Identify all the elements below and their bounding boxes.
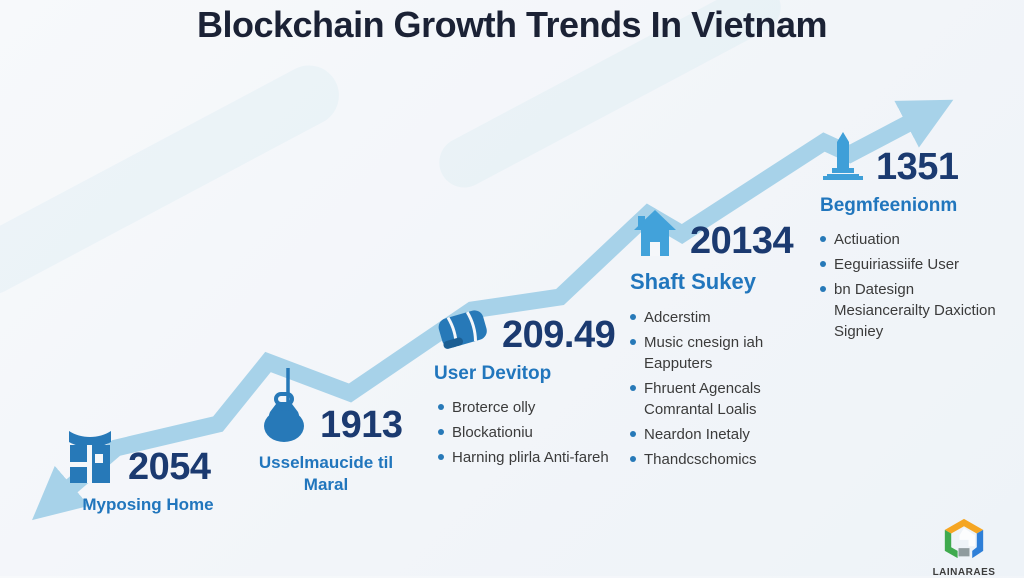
- bullet-item: Eeguiriassiife User: [820, 254, 1005, 275]
- logo-text: LAINARAES: [932, 567, 996, 578]
- building-icon: [62, 428, 118, 486]
- bullet-dot: [630, 455, 636, 462]
- milestone-label: Usselmaucide til Maral: [258, 453, 394, 495]
- hexagon-house-logo-icon: [941, 518, 987, 560]
- bullet-item: Broterce olly: [438, 397, 618, 418]
- bullet-dot: [630, 313, 636, 320]
- milestone-label: User Devitop: [434, 363, 552, 384]
- bullet-item: Blockationiu: [438, 422, 618, 443]
- bullet-dot: [630, 430, 636, 437]
- bullet-item: Fhruent Agencals Comrantal Loalis: [630, 378, 800, 420]
- milestone-label: Begmfeenionm: [820, 195, 958, 216]
- milestone-209-49: 209.49 User Devitop Broterce olly Blocka…: [434, 300, 618, 472]
- milestone-head: 1351: [820, 130, 1005, 186]
- milestone-value: 20134: [690, 220, 794, 262]
- milestone-label: Shaft Sukey: [630, 269, 756, 294]
- bullet-item: Adcerstim: [630, 307, 800, 328]
- milestone-head: 209.49: [434, 300, 618, 354]
- bullet-dot: [438, 428, 444, 435]
- bullet-item: bn Datesign Mesiancerailty Daxiction Sig…: [820, 279, 1005, 342]
- bullet-list: Adcerstim Music cnesign iah Eapputers Fh…: [630, 307, 800, 470]
- bullet-text: Harning plirla Anti-fareh: [452, 448, 609, 466]
- bullet-dot: [438, 453, 444, 460]
- bullet-list: Broterce olly Blockationiu Harning plirl…: [438, 397, 618, 468]
- milestone-2054: 2054 Myposing Home: [62, 428, 248, 516]
- milestone-value: 1351: [876, 146, 959, 188]
- bullet-dot: [630, 338, 636, 345]
- bullet-item: Harning plirla Anti-fareh: [438, 447, 618, 468]
- bullet-dot: [438, 403, 444, 410]
- bullet-text: Eeguiriassiife User: [834, 255, 960, 273]
- bullet-dot: [630, 384, 636, 391]
- bullet-text: Neardon Inetaly: [644, 425, 750, 443]
- bullet-text: Adcerstim: [644, 308, 711, 326]
- bullet-text: Music cnesign iah Eapputers: [644, 333, 764, 372]
- bullet-item: Actiuation: [820, 229, 1005, 250]
- bullet-text: Thandcschomics: [644, 450, 757, 468]
- milestone-head: 20134: [630, 208, 800, 260]
- milestone-value: 209.49: [502, 314, 616, 356]
- bullet-item: Music cnesign iah Eapputers: [630, 332, 800, 374]
- bullet-list: Actiuation Eeguiriassiife User bn Datesi…: [820, 229, 1005, 342]
- monument-icon: [820, 130, 866, 186]
- wallet-icon: [434, 300, 492, 354]
- bullet-item: Thandcschomics: [630, 449, 800, 470]
- bullet-text: Fhruent Agencals Comrantal Loalis: [644, 379, 761, 418]
- bullet-dot: [820, 285, 826, 292]
- milestone-1351: 1351 Begmfeenionm Actiuation Eeguiriassi…: [820, 130, 1005, 346]
- milestone-value: 1913: [320, 404, 403, 446]
- milestone-1913: 1913 Usselmaucide til Maral: [258, 392, 406, 496]
- bullet-text: Broterce olly: [452, 398, 536, 416]
- bullet-item: Neardon Inetaly: [630, 424, 800, 445]
- milestone-20134: 20134 Shaft Sukey Adcerstim Music cnesig…: [630, 208, 800, 474]
- bullet-dot: [820, 235, 826, 242]
- bullet-text: Actiuation: [834, 230, 900, 248]
- milestone-head: 2054: [62, 428, 248, 486]
- milestone-label: Myposing Home: [82, 495, 214, 514]
- milestone-head: 1913: [258, 392, 406, 444]
- house-icon: [630, 208, 680, 260]
- page-title: Blockchain Growth Trends In Vietnam: [197, 4, 827, 45]
- brand-logo: LAINARAES: [924, 518, 1004, 578]
- money-bag-icon: [258, 392, 310, 444]
- milestone-value: 2054: [128, 446, 211, 488]
- bullet-dot: [820, 260, 826, 267]
- bullet-text: bn Datesign Mesiancerailty Daxiction Sig…: [834, 280, 996, 340]
- bullet-text: Blockationiu: [452, 423, 533, 441]
